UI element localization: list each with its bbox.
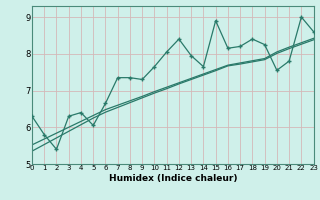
X-axis label: Humidex (Indice chaleur): Humidex (Indice chaleur) xyxy=(108,174,237,183)
